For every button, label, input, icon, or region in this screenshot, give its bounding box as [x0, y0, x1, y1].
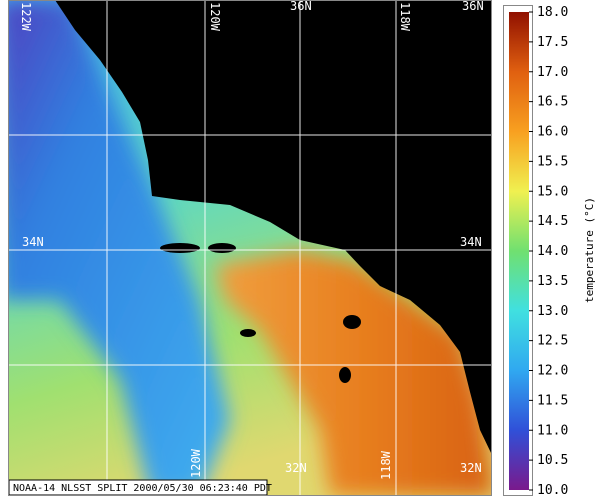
footer: NOAA-14 NLSST SPLIT 2000/05/30 06:23:40 … [13, 483, 272, 494]
colorbar-tick-label: 11.5 [537, 393, 568, 408]
colorbar-tick-label: 13.5 [537, 274, 568, 289]
colorbar-tick-label: 10.0 [537, 483, 568, 498]
map-frame [8, 0, 492, 496]
colorbar-tick-label: 16.0 [537, 125, 568, 140]
grid-label: 32N [460, 461, 482, 475]
grid-label: 36N [462, 0, 484, 13]
grid-label: 32N [285, 461, 307, 475]
colorbar-tick-label: 16.5 [537, 95, 568, 110]
grid-label: 120W [189, 448, 203, 478]
grid-label: 34N [460, 235, 482, 249]
grid-label: 120W [208, 2, 222, 32]
colorbar-tick-label: 13.0 [537, 304, 568, 319]
colorbar-tick-label: 12.5 [537, 334, 568, 349]
sst-map: 122W 120W 36N 118W 36N 34N 34N 120W 32N … [8, 0, 492, 496]
cool-water [8, 0, 230, 496]
colorbar-tick-label: 11.0 [537, 423, 568, 438]
grid-label: 34N [22, 235, 44, 249]
grid-label: 118W [398, 2, 412, 32]
land [55, 0, 492, 455]
colorbar: 10.0 10.5 11.0 11.5 12.0 12.5 13.0 13.5 14.0 14.5… [503, 5, 596, 498]
colorbar-tick-label: 15.5 [537, 154, 568, 169]
colorbar-tick-label: 15.0 [537, 184, 568, 199]
colorbar-tick-label: 17.5 [537, 35, 568, 50]
colorbar-tick-label: 18.0 [537, 5, 568, 20]
colorbar-tick-label: 10.5 [537, 453, 568, 468]
islands [160, 243, 361, 383]
colorbar-tick-label: 14.5 [537, 214, 568, 229]
grid-label: 122W [19, 2, 33, 32]
warm-water [215, 250, 492, 496]
graticule [8, 0, 492, 496]
colorbar-label: temperature (°C) [583, 197, 596, 303]
grid-label: 118W [379, 450, 393, 480]
colorbar-tick-label: 17.0 [537, 65, 568, 80]
colorbar-tick-label: 14.0 [537, 244, 568, 259]
grid-label: 36N [290, 0, 312, 13]
colorbar-tick-label: 12.0 [537, 364, 568, 379]
colorbar-fill [509, 12, 529, 490]
